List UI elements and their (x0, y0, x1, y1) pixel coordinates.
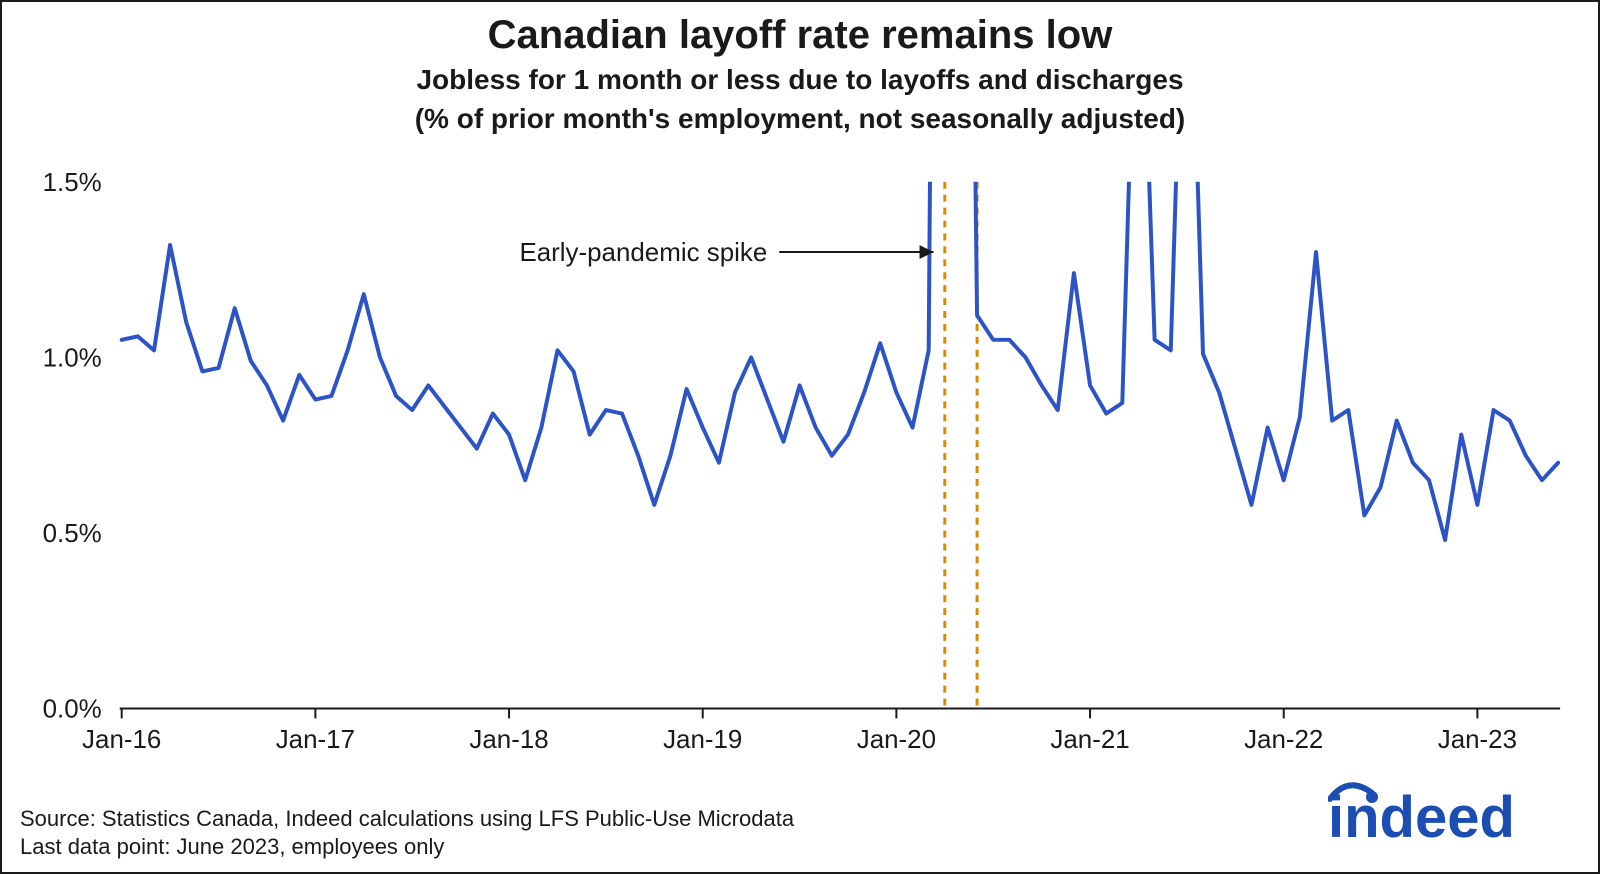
source-line-1: Source: Statistics Canada, Indeed calcul… (20, 805, 794, 834)
indeed-logo: indeed (1328, 779, 1558, 854)
chart-subtitle-2: (% of prior month's employment, not seas… (2, 101, 1598, 136)
chart-svg: 0.0% 0.5% 1.0% 1.5% Jan-16 Jan-17 Jan-18 Jan-19… (2, 152, 1598, 782)
y-tick-label: 0.5% (43, 520, 102, 548)
indeed-logo-text: indeed (1328, 785, 1515, 849)
y-tick-label: 1.5% (43, 169, 102, 197)
x-tick-label: Jan-18 (469, 726, 548, 754)
source-line-2: Last data point: June 2023, employees on… (20, 833, 794, 862)
x-tick-label: Jan-16 (82, 726, 161, 754)
x-tick-label: Jan-21 (1050, 726, 1129, 754)
x-tick-label: Jan-23 (1438, 726, 1517, 754)
x-tick-label: Jan-17 (276, 726, 355, 754)
annotation-label: Early-pandemic spike (519, 239, 767, 267)
layoff-rate-line (122, 152, 1558, 540)
x-tick-label: Jan-20 (857, 726, 936, 754)
chart-frame: Canadian layoff rate remains low Jobless… (0, 0, 1600, 874)
chart-subtitle-1: Jobless for 1 month or less due to layof… (2, 62, 1598, 97)
chart-title: Canadian layoff rate remains low (2, 12, 1598, 58)
y-tick-label: 1.0% (43, 344, 102, 372)
x-tick-label: Jan-22 (1244, 726, 1323, 754)
chart-plot-wrap: 0.0% 0.5% 1.0% 1.5% Jan-16 Jan-17 Jan-18 Jan-19… (2, 152, 1598, 782)
chart-source: Source: Statistics Canada, Indeed calcul… (20, 805, 794, 862)
x-tick-label: Jan-19 (663, 726, 742, 754)
y-tick-label: 0.0% (43, 695, 102, 723)
